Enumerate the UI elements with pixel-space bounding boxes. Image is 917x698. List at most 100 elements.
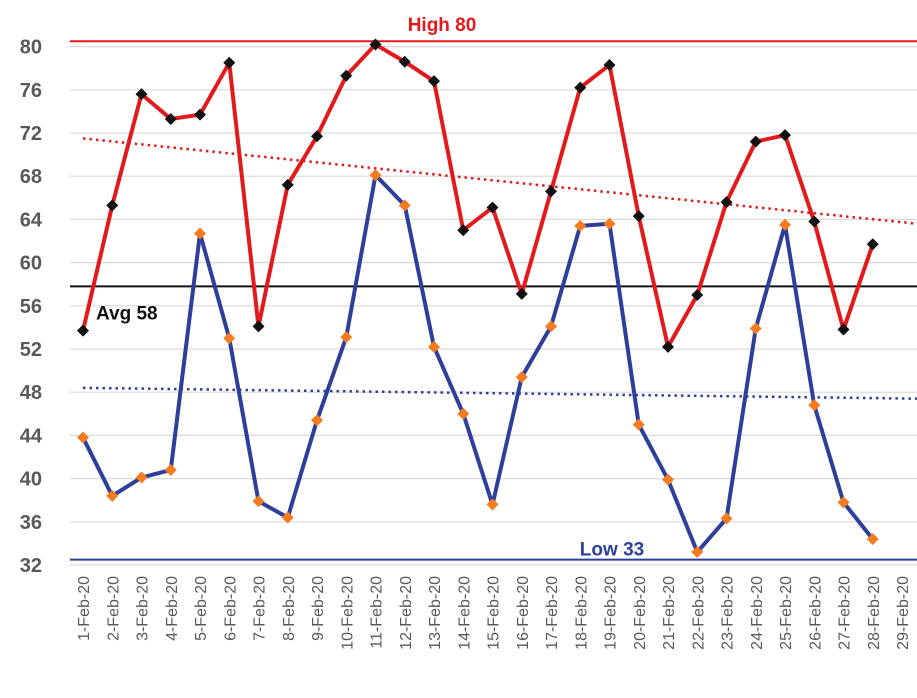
x-tick-label: 25-Feb-20 [778, 576, 795, 650]
data-point [77, 324, 89, 337]
y-tick-label: 80 [20, 37, 42, 59]
data-point [77, 431, 89, 444]
data-point [252, 495, 265, 508]
data-point [486, 498, 499, 511]
x-tick-label: 17-Feb-20 [544, 576, 561, 650]
data-point [281, 511, 294, 524]
data-point [486, 201, 499, 214]
x-tick-label: 16-Feb-20 [515, 576, 532, 650]
x-tick-label: 2-Feb-20 [105, 576, 122, 641]
data-point [837, 323, 850, 336]
x-tick-label: 3-Feb-20 [135, 576, 152, 641]
reference-line-label: High 80 [408, 15, 477, 36]
y-axis-ticks: 32 36 40 44 48 52 56 60 64 68 72 76 80 [20, 37, 43, 577]
x-tick-label: 19-Feb-20 [603, 576, 620, 650]
data-point [428, 340, 440, 353]
data-point [106, 199, 119, 212]
data-point [457, 224, 470, 237]
data-point [603, 58, 616, 71]
data-point [281, 178, 294, 191]
y-tick-label: 76 [20, 80, 42, 102]
data-point [866, 238, 879, 251]
data-point [252, 320, 265, 333]
data-point [545, 185, 557, 198]
x-tick-label: 13-Feb-20 [427, 576, 444, 650]
x-axis-ticks: 1-Feb-20 2-Feb-20 3-Feb-20 4-Feb-20 5-Feb-20… [76, 576, 912, 650]
data-point [808, 215, 821, 228]
x-tick-label: 28-Feb-20 [866, 576, 883, 650]
data-point [515, 287, 528, 300]
data-point [662, 473, 674, 486]
data-point [691, 546, 704, 559]
series-markers [77, 38, 879, 559]
data-point [223, 332, 236, 345]
x-tick-label: 6-Feb-20 [222, 576, 239, 641]
series-lines [81, 42, 875, 555]
data-point [662, 340, 674, 353]
data-point [779, 129, 791, 142]
x-tick-label: 21-Feb-20 [661, 576, 678, 650]
data-point [457, 407, 470, 420]
gridlines [70, 45, 917, 566]
data-point [369, 169, 382, 182]
data-point [749, 135, 762, 148]
reference-line-label: Low 33 [580, 540, 644, 561]
x-tick-label: 22-Feb-20 [690, 576, 707, 650]
x-tick-label: 18-Feb-20 [573, 576, 590, 650]
reference-line-label: Avg 58 [96, 303, 158, 324]
data-point [340, 69, 353, 82]
data-point [340, 331, 353, 344]
y-tick-label: 72 [20, 123, 42, 145]
data-point [603, 217, 616, 230]
x-tick-label: 4-Feb-20 [164, 576, 181, 641]
y-tick-label: 56 [20, 296, 42, 318]
x-tick-label: 7-Feb-20 [252, 576, 269, 641]
y-tick-label: 52 [20, 339, 42, 361]
x-tick-label: 14-Feb-20 [456, 576, 473, 650]
data-point [515, 371, 528, 384]
x-tick-label: 23-Feb-20 [720, 576, 737, 650]
data-point [106, 489, 119, 502]
data-point [866, 533, 879, 546]
x-tick-label: 9-Feb-20 [310, 576, 327, 641]
y-tick-label: 68 [20, 166, 42, 188]
x-tick-label: 1-Feb-20 [76, 576, 93, 641]
y-tick-label: 64 [20, 209, 43, 231]
data-point [779, 218, 791, 231]
data-point [691, 289, 704, 301]
y-tick-label: 44 [20, 425, 43, 447]
x-tick-label: 15-Feb-20 [486, 576, 503, 650]
x-tick-label: 12-Feb-20 [398, 576, 415, 650]
data-point [428, 75, 440, 88]
data-point [632, 210, 645, 223]
data-point [837, 496, 850, 509]
x-tick-label: 27-Feb-20 [837, 576, 854, 650]
y-tick-label: 32 [20, 555, 42, 577]
y-tick-label: 60 [20, 253, 42, 275]
data-point [311, 414, 323, 427]
y-tick-label: 48 [20, 382, 42, 404]
x-tick-label: 20-Feb-20 [632, 576, 649, 650]
data-point [164, 112, 177, 125]
x-tick-label: 24-Feb-20 [749, 576, 766, 650]
data-point [135, 88, 148, 101]
data-point [574, 219, 587, 232]
x-tick-label: 8-Feb-20 [281, 576, 298, 641]
data-point [720, 512, 733, 525]
data-point [398, 199, 411, 212]
data-point [194, 108, 206, 121]
data-point [545, 320, 557, 333]
series-line [81, 173, 875, 555]
x-tick-label: 11-Feb-20 [369, 576, 386, 649]
x-tick-label: 26-Feb-20 [807, 576, 824, 650]
data-point [398, 55, 411, 68]
reference-labels: High 80 Avg 58 Low 33 [96, 15, 644, 560]
data-point [164, 463, 177, 476]
data-point [574, 81, 587, 94]
data-point [720, 196, 733, 209]
x-tick-label: 29-Feb-20 [895, 576, 912, 650]
y-tick-label: 36 [20, 512, 42, 534]
data-point [749, 322, 762, 335]
data-point [311, 130, 323, 143]
